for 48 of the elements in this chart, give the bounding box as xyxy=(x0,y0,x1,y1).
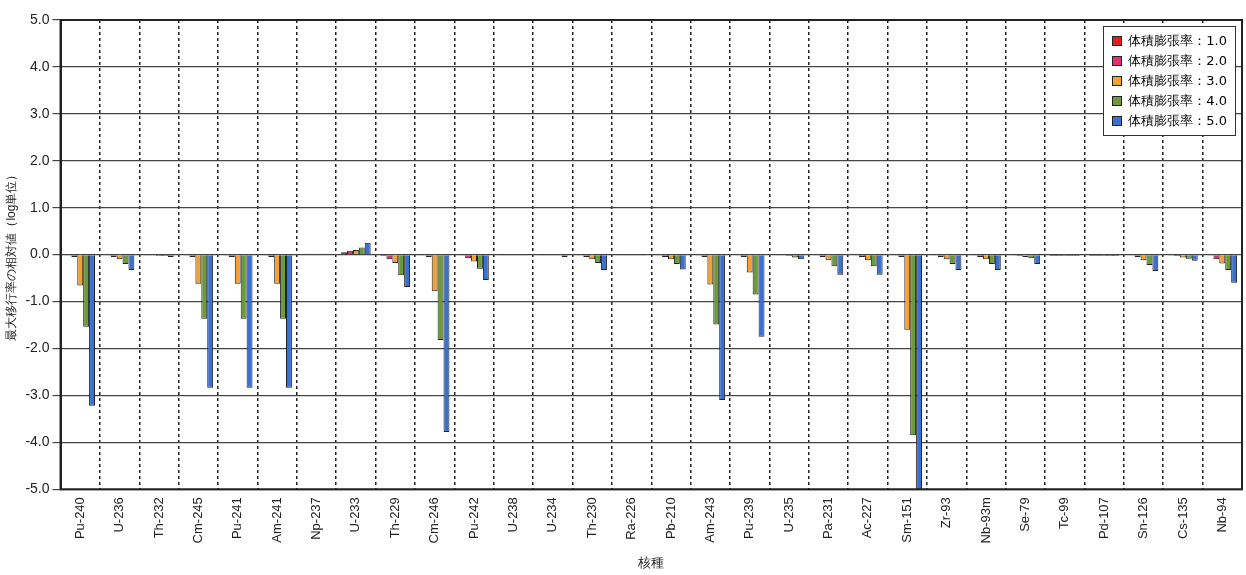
x-tick-label: Pu-242 xyxy=(465,497,481,540)
x-tick-label: Pu-239 xyxy=(741,497,757,540)
x-tick-label: U-233 xyxy=(347,497,363,533)
y-tick-label: 4.0 xyxy=(30,57,50,74)
x-tick-label: Cs-135 xyxy=(1174,497,1190,540)
x-tick-label: Am-241 xyxy=(268,497,284,543)
x-tick-label: Th-230 xyxy=(583,497,599,539)
y-tick-label: -4.0 xyxy=(25,433,50,450)
y-axis-title: 最大移行率の相対値（log単位） xyxy=(3,168,18,341)
x-tick-label: U-238 xyxy=(505,497,520,533)
x-tick-label: Pb-210 xyxy=(662,497,678,540)
x-tick-label: Am-243 xyxy=(701,497,717,543)
legend-label: 体積膨張率：1.0 xyxy=(1128,32,1227,50)
x-tick-label: U-235 xyxy=(780,497,796,533)
x-tick-label: Cm-246 xyxy=(426,497,442,544)
x-tick-label: Nb-93m xyxy=(977,497,993,544)
y-tick-label: -1.0 xyxy=(25,292,50,309)
y-tick-label: 5.0 xyxy=(30,10,50,27)
x-tick-label: U-236 xyxy=(111,497,127,533)
x-tick-label: U-234 xyxy=(544,497,560,533)
x-tick-label: Pu-241 xyxy=(229,497,245,540)
x-tick-label: Pa-231 xyxy=(820,497,836,540)
y-tick-label: -3.0 xyxy=(25,386,50,403)
x-tick-label: Ac-227 xyxy=(859,497,875,539)
x-tick-label: Se-79 xyxy=(1016,497,1032,532)
x-tick-label: Nb-94 xyxy=(1213,497,1229,533)
legend-label: 体積膨張率：5.0 xyxy=(1128,112,1227,130)
legend-label: 体積膨張率：4.0 xyxy=(1128,92,1227,110)
legend-label: 体積膨張率：2.0 xyxy=(1128,52,1227,70)
x-tick-label: Tc-99 xyxy=(1056,497,1072,529)
y-tick-label: 2.0 xyxy=(30,151,50,168)
x-tick-label: Np-237 xyxy=(308,497,324,540)
x-tick-label: Th-232 xyxy=(150,497,166,539)
x-tick-label: Pu-240 xyxy=(71,497,87,540)
y-tick-label: 3.0 xyxy=(30,104,50,121)
y-tick-label: 0.0 xyxy=(30,245,50,262)
legend-label: 体積膨張率：3.0 xyxy=(1128,72,1227,90)
x-tick-label: Th-229 xyxy=(386,497,402,539)
y-tick-label: -2.0 xyxy=(25,339,50,356)
x-tick-label: Ra-226 xyxy=(623,497,639,540)
x-tick-label: Pd-107 xyxy=(1095,497,1111,540)
x-axis-title: 核種 xyxy=(637,554,665,570)
y-tick-label: 1.0 xyxy=(30,198,50,215)
x-tick-label: Sm-151 xyxy=(898,497,914,543)
x-tick-label: Zr-93 xyxy=(938,497,954,529)
y-tick-label: -5.0 xyxy=(25,480,50,497)
x-tick-label: Cm-245 xyxy=(189,497,205,544)
x-tick-label: Sn-126 xyxy=(1135,497,1151,540)
